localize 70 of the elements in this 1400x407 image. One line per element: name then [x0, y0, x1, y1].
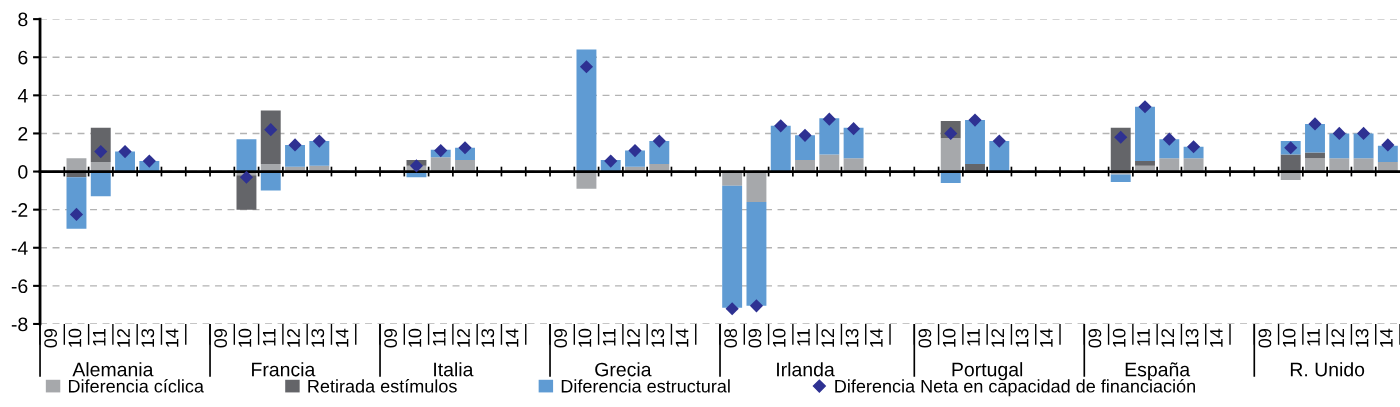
- text: Grecia: [595, 362, 652, 377]
- x-tick-label: 10: [1112, 328, 1126, 347]
- x-tick-label: 12: [117, 329, 130, 347]
- x-tick-label: 14: [1040, 328, 1053, 347]
- text: España: [1125, 362, 1191, 381]
- x-tick-label: 09: [384, 328, 398, 348]
- x-tick-label: 10: [68, 328, 82, 347]
- x-tick-label: 09: [1088, 328, 1102, 348]
- x-tick-label: 12: [991, 329, 1004, 347]
- y-tick-label: -4: [11, 241, 28, 255]
- x-tick-label: 14: [505, 328, 519, 347]
- x-tick-label: 14: [1380, 328, 1393, 347]
- x-tick-label: 12: [457, 329, 470, 347]
- x-tick-label: 14: [675, 328, 689, 347]
- x-tick-label: 10: [772, 328, 786, 347]
- x-tick-label: 14: [1210, 328, 1223, 347]
- x-tick-label: 11: [262, 329, 276, 346]
- x-tick-label: 11: [1137, 329, 1150, 346]
- x-tick-label: 13: [1185, 328, 1199, 347]
- x-tick-label: 12: [821, 329, 834, 347]
- x-tick-label: 12: [1331, 329, 1344, 347]
- x-tick-label: 10: [238, 328, 252, 347]
- y-tick-label: -2: [11, 203, 28, 217]
- x-tick-label: 12: [1161, 329, 1174, 347]
- x-tick-label: 12: [627, 329, 640, 347]
- x-tick-label: 11: [797, 329, 810, 346]
- text: Francia: [252, 362, 316, 377]
- y-tick-label: 0: [18, 165, 28, 179]
- x-tick-label: 11: [93, 329, 106, 346]
- x-tick-label: 12: [287, 329, 300, 347]
- text: Portugal: [952, 362, 1023, 381]
- x-tick-label: 11: [432, 329, 446, 346]
- x-tick-label: 13: [845, 328, 859, 347]
- y-tick-label: -8: [11, 317, 28, 332]
- x-tick-label: 13: [1015, 328, 1029, 347]
- y-tick-label: 4: [17, 89, 28, 103]
- x-tick-label: 14: [165, 328, 179, 347]
- x-tick-label: 09: [214, 328, 228, 348]
- text: R. Unido: [1290, 362, 1365, 377]
- x-tick-label: 11: [1307, 329, 1320, 346]
- legend-label: Diferencia cíclica: [68, 379, 204, 393]
- x-tick-label: 10: [942, 328, 956, 347]
- x-tick-label: 13: [141, 328, 155, 347]
- x-tick-label: 13: [311, 328, 325, 347]
- y-tick-label: -6: [11, 279, 28, 294]
- y-tick-label: 8: [18, 12, 28, 27]
- x-tick-label: 13: [651, 328, 665, 347]
- y-tick-label: 2: [18, 126, 28, 141]
- x-tick-label: 10: [578, 328, 592, 347]
- x-tick-label: 09: [1258, 328, 1272, 348]
- text: Italia: [434, 362, 474, 377]
- x-tick-label: 10: [408, 328, 422, 347]
- legend-label: Retirada estímulos: [308, 379, 457, 393]
- x-tick-label: 09: [918, 328, 932, 348]
- x-tick-label: 13: [1355, 328, 1369, 347]
- y-tick-label: 6: [18, 50, 28, 65]
- text: Alemania: [72, 362, 154, 377]
- x-tick-label: 10: [1282, 328, 1296, 347]
- x-tick-label: 11: [602, 329, 616, 346]
- legend-label: Diferencia Neta en capacidad de financiación: [835, 379, 1195, 397]
- x-tick-label: 14: [870, 328, 883, 347]
- x-tick-label: 13: [481, 328, 495, 347]
- x-tick-label: 09: [44, 328, 58, 348]
- x-tick-label: 11: [967, 329, 980, 346]
- text: Irlanda: [777, 362, 835, 377]
- x-tick-label: 09: [554, 328, 568, 348]
- x-tick-label: 09: [748, 328, 762, 348]
- legend-label: Diferencia estructural: [561, 379, 730, 393]
- x-tick-label: 14: [335, 328, 349, 347]
- x-tick-label: 08: [724, 328, 738, 348]
